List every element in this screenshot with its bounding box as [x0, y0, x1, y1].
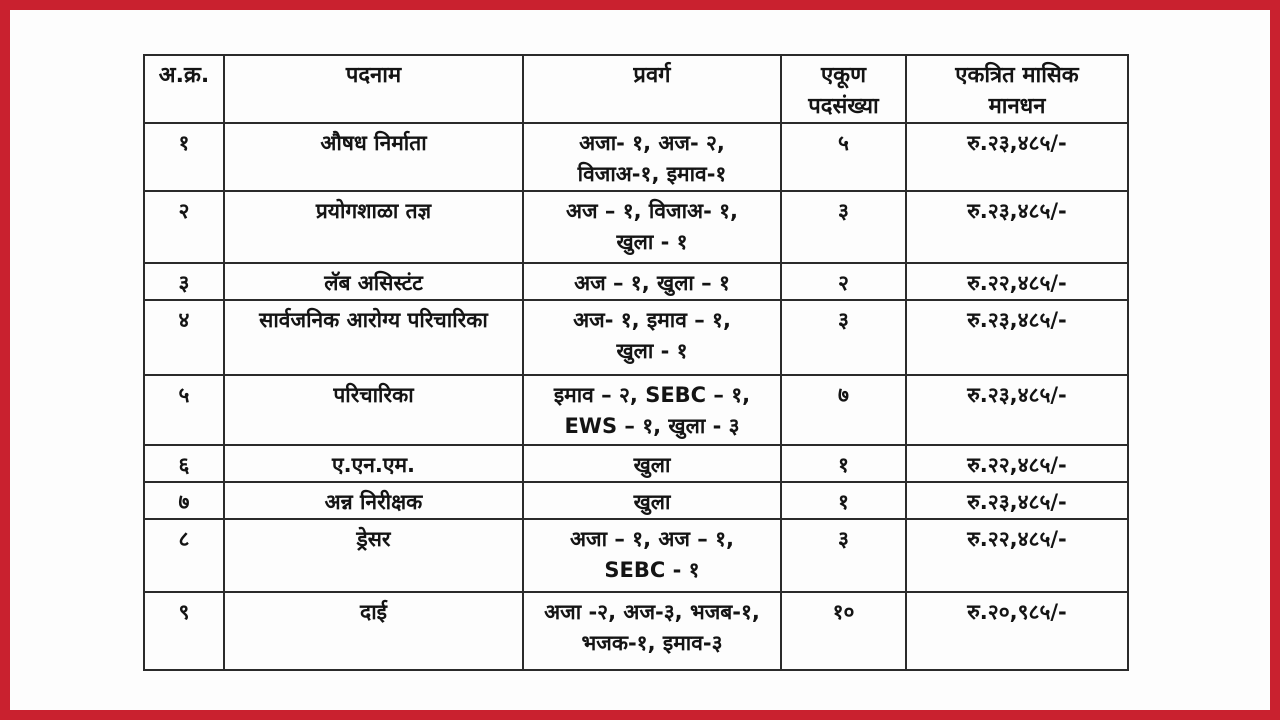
table-row: ७ अन्न निरीक्षक खुला १ रु.२३,४८५/- — [143, 481, 1129, 520]
cell-salary: रु.२३,४८५/- — [905, 481, 1129, 520]
table-row: ४ सार्वजनिक आरोग्य परिचारिका अज- १, इमाव… — [143, 299, 1129, 376]
table-row: ९ दाई अजा -२, अज-३, भजब-१, भजक-१, इमाव-३ … — [143, 591, 1129, 671]
header-monthly-honorarium: एकत्रित मासिक मानधन — [905, 54, 1129, 124]
header-serial-no: अ.क्र. — [143, 54, 225, 124]
cell-serial: ६ — [143, 444, 225, 483]
cell-serial: १ — [143, 122, 225, 192]
cell-total: १ — [780, 481, 907, 520]
header-post-name: पदनाम — [223, 54, 524, 124]
cell-serial: ३ — [143, 262, 225, 301]
cell-serial: ४ — [143, 299, 225, 376]
cell-salary: रु.२२,४८५/- — [905, 518, 1129, 593]
recruitment-table: अ.क्र. पदनाम प्रवर्ग एकूण पदसंख्या एकत्रि… — [143, 54, 1129, 671]
cell-total: १० — [780, 591, 907, 671]
cell-post: प्रयोगशाळा तज्ञ — [223, 190, 524, 264]
cell-salary: रु.२३,४८५/- — [905, 374, 1129, 446]
table-row: ६ ए.एन.एम. खुला १ रु.२२,४८५/- — [143, 444, 1129, 483]
cell-total: २ — [780, 262, 907, 301]
table-row: ३ लॅब असिस्टंट अज – १, खुला – १ २ रु.२२,… — [143, 262, 1129, 301]
cell-post: ड्रेसर — [223, 518, 524, 593]
cell-post: ए.एन.एम. — [223, 444, 524, 483]
cell-serial: ८ — [143, 518, 225, 593]
cell-category: अजा- १, अज- २, विजाअ-१, इमाव-१ — [522, 122, 782, 192]
cell-salary: रु.२२,४८५/- — [905, 262, 1129, 301]
table-row: ८ ड्रेसर अजा – १, अज – १, SEBC - १ ३ रु.२… — [143, 518, 1129, 593]
cell-total: ५ — [780, 122, 907, 192]
cell-salary: रु.२३,४८५/- — [905, 122, 1129, 192]
table-row: १ औषध निर्माता अजा- १, अज- २, विजाअ-१, इम… — [143, 122, 1129, 192]
cell-serial: ९ — [143, 591, 225, 671]
cell-salary: रु.२३,४८५/- — [905, 299, 1129, 376]
cell-total: ७ — [780, 374, 907, 446]
header-total-posts: एकूण पदसंख्या — [780, 54, 907, 124]
cell-category: अजा -२, अज-३, भजब-१, भजक-१, इमाव-३ — [522, 591, 782, 671]
cell-post: लॅब असिस्टंट — [223, 262, 524, 301]
cell-category: अज – १, खुला – १ — [522, 262, 782, 301]
cell-serial: २ — [143, 190, 225, 264]
cell-post: अन्न निरीक्षक — [223, 481, 524, 520]
cell-serial: ५ — [143, 374, 225, 446]
cell-category: खुला — [522, 444, 782, 483]
cell-category: अजा – १, अज – १, SEBC - १ — [522, 518, 782, 593]
header-category: प्रवर्ग — [522, 54, 782, 124]
cell-post: दाई — [223, 591, 524, 671]
cell-post: परिचारिका — [223, 374, 524, 446]
cell-salary: रु.२०,९८५/- — [905, 591, 1129, 671]
cell-total: ३ — [780, 518, 907, 593]
recruitment-table-wrap: अ.क्र. पदनाम प्रवर्ग एकूण पदसंख्या एकत्रि… — [143, 54, 1129, 671]
cell-total: १ — [780, 444, 907, 483]
cell-total: ३ — [780, 299, 907, 376]
cell-serial: ७ — [143, 481, 225, 520]
cell-salary: रु.२२,४८५/- — [905, 444, 1129, 483]
table-header-row: अ.क्र. पदनाम प्रवर्ग एकूण पदसंख्या एकत्रि… — [143, 54, 1129, 124]
cell-post: औषध निर्माता — [223, 122, 524, 192]
cell-salary: रु.२३,४८५/- — [905, 190, 1129, 264]
cell-category: खुला — [522, 481, 782, 520]
cell-category: इमाव – २, SEBC – १, EWS – १, खुला - ३ — [522, 374, 782, 446]
table-row: ५ परिचारिका इमाव – २, SEBC – १, EWS – १, … — [143, 374, 1129, 446]
cell-total: ३ — [780, 190, 907, 264]
cell-category: अज – १, विजाअ- १, खुला - १ — [522, 190, 782, 264]
cell-category: अज- १, इमाव – १, खुला - १ — [522, 299, 782, 376]
table-row: २ प्रयोगशाळा तज्ञ अज – १, विजाअ- १, खुला … — [143, 190, 1129, 264]
cell-post: सार्वजनिक आरोग्य परिचारिका — [223, 299, 524, 376]
